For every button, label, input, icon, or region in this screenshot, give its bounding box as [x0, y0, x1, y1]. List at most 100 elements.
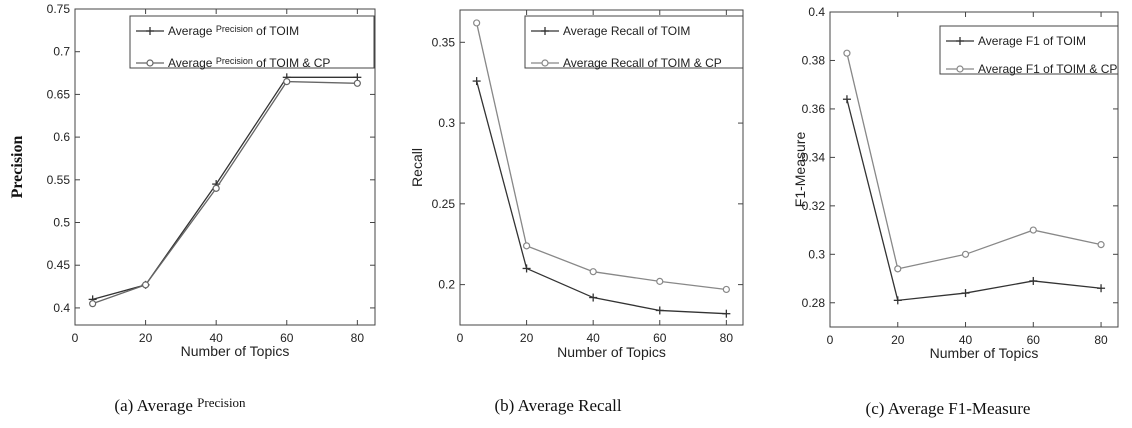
data-point	[961, 289, 970, 298]
legend: Average Recall of TOIM Average Recall of …	[524, 15, 744, 70]
data-point	[1097, 241, 1105, 249]
legend-label-1: Average Precision of TOIM	[168, 24, 299, 38]
x-tick-label: 60	[653, 331, 667, 345]
y-tick-label: 0.36	[802, 102, 826, 116]
data-point	[722, 285, 730, 294]
y-tick-label: 0.4	[808, 5, 825, 19]
data-point	[722, 309, 731, 318]
caption-part: (a) Average	[114, 396, 197, 415]
data-point	[655, 306, 664, 315]
y-tick-label: 0.6	[53, 130, 70, 144]
legend-label-2: Average Recall of TOIM & CP	[563, 56, 722, 70]
y-tick-label: 0.2	[438, 278, 455, 292]
x-axis-label: Number of Topics	[181, 343, 290, 359]
y-tick-label: 0.34	[802, 150, 826, 164]
y-tick-label: 0.65	[47, 87, 71, 101]
legend-label-part: of TOIM	[253, 24, 299, 38]
y-axis-label: Recall	[409, 148, 425, 187]
data-point	[522, 264, 531, 273]
x-tick-label: 80	[1094, 333, 1108, 347]
data-point	[141, 281, 150, 289]
legend-box	[524, 15, 744, 69]
legend-label-1: Average F1 of TOIM	[978, 34, 1086, 48]
y-tick-label: 0.7	[53, 45, 70, 59]
legend-box	[939, 25, 1119, 75]
figure-caption: (b) Average Recall	[494, 396, 621, 415]
plot-area-frame	[74, 8, 376, 326]
chart-panel-1: 0 20 40 60 80 0.4 0.45 0.5 0.55 0.6 0.65 0.7 0.75 Num…	[9, 2, 376, 415]
chart-panel-2: 0 20 40 60 80 0.2 0.25 0.3 0.35 Number of Topics R…	[409, 9, 744, 415]
data-point	[473, 19, 481, 27]
legend-label-part: Average	[168, 24, 216, 38]
x-tick-label: 20	[139, 331, 153, 345]
legend-label-part: Average	[168, 56, 216, 70]
y-tick-label: 0.45	[47, 258, 71, 272]
x-axis-label: Number of Topics	[930, 345, 1039, 361]
series-line-2	[92, 80, 358, 305]
series-line-1	[846, 99, 1102, 302]
legend-marker	[956, 65, 964, 73]
x-tick-label: 80	[720, 331, 734, 345]
legend-marker	[541, 59, 549, 67]
y-axis-label: Precision	[9, 136, 26, 199]
data-point	[589, 293, 598, 302]
data-point	[353, 79, 361, 87]
x-tick-label: 0	[827, 333, 834, 347]
x-tick-label: 40	[586, 331, 600, 345]
legend-label-2: Average Precision of TOIM & CP	[168, 56, 330, 70]
y-tick-label: 0.55	[47, 173, 71, 187]
y-tick-label: 0.75	[47, 2, 71, 16]
y-tick-label: 0.3	[808, 247, 825, 261]
legend-label-part: of TOIM & CP	[253, 56, 331, 70]
legend-box	[129, 15, 375, 69]
y-tick-label: 0.32	[802, 199, 826, 213]
data-point	[212, 184, 220, 192]
data-point	[893, 296, 902, 305]
data-point	[894, 265, 902, 273]
x-tick-label: 0	[72, 331, 79, 345]
data-point	[472, 77, 481, 86]
plot-area-frame	[829, 11, 1119, 328]
series-line-2	[846, 53, 1102, 270]
chart-panel-3: 0 20 40 60 80 0.28 0.3 0.32 0.34 0.36 0.38 0.4 Numbe…	[792, 5, 1119, 418]
x-tick-label: 20	[520, 331, 534, 345]
y-tick-label: 0.25	[432, 197, 456, 211]
data-point	[89, 300, 97, 308]
y-tick-label: 0.35	[432, 35, 456, 49]
data-point	[961, 250, 970, 258]
figure-caption: (c) Average F1-Measure	[866, 399, 1031, 418]
x-tick-label: 60	[280, 331, 294, 345]
legend-marker	[146, 59, 154, 67]
legend-label-2: Average F1 of TOIM & CP	[978, 62, 1117, 76]
legend-label-part: Precision	[216, 56, 253, 66]
x-tick-label: 20	[891, 333, 905, 347]
series-line-1	[476, 80, 727, 315]
plot-area-frame	[459, 9, 744, 326]
x-tick-label: 80	[351, 331, 365, 345]
data-point	[283, 77, 291, 86]
y-axis-label: F1-Measure	[792, 132, 808, 208]
legend-label-part: Precision	[216, 24, 253, 34]
series-line-1	[92, 76, 358, 301]
legend: Average F1 of TOIM Average F1 of TOIM & C…	[939, 25, 1119, 76]
y-tick-label: 0.4	[53, 301, 70, 315]
x-tick-label: 40	[959, 333, 973, 347]
data-point	[1029, 276, 1038, 285]
data-point	[656, 277, 664, 285]
data-point	[842, 95, 851, 104]
x-axis-label: Number of Topics	[557, 344, 666, 360]
data-point	[1029, 226, 1037, 234]
y-tick-label: 0.3	[438, 116, 455, 130]
data-point	[843, 49, 851, 57]
x-tick-label: 40	[209, 331, 223, 345]
legend-label-1: Average Recall of TOIM	[563, 24, 690, 38]
y-tick-label: 0.5	[53, 216, 70, 230]
y-tick-label: 0.28	[802, 296, 826, 310]
data-point	[589, 268, 597, 276]
data-point	[522, 242, 531, 250]
y-tick-label: 0.38	[802, 53, 826, 67]
caption-part: Precision	[197, 395, 246, 410]
x-tick-label: 60	[1027, 333, 1041, 347]
